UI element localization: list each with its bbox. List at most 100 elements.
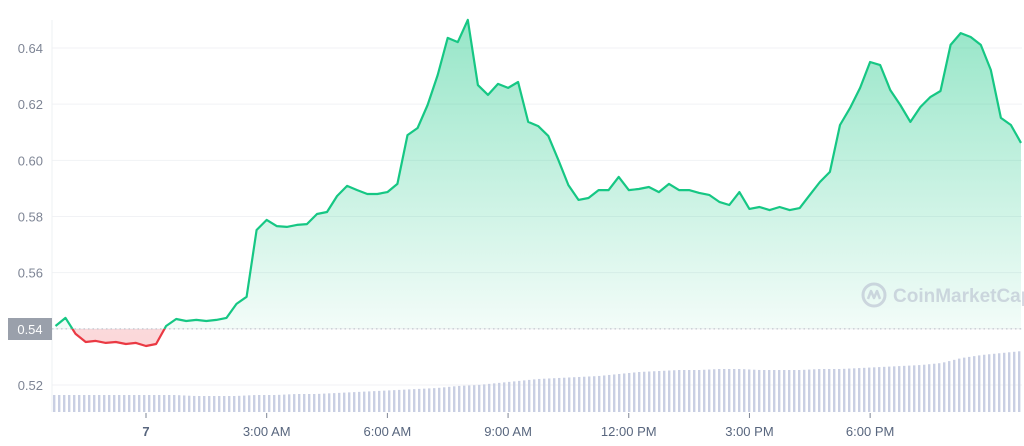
y-axis: 0.52 0.56 0.58 0.60 0.62 0.64 — [18, 41, 43, 393]
price-line-up — [54, 18, 1022, 329]
volume-bar — [903, 365, 906, 412]
volume-bar — [108, 395, 111, 412]
volume-bar — [338, 392, 341, 412]
volume-bar — [468, 385, 471, 412]
volume-bar — [198, 396, 201, 412]
volume-bar — [83, 395, 86, 412]
volume-bar — [173, 395, 176, 412]
volume-bar — [393, 390, 396, 412]
volume-bar — [368, 391, 371, 412]
volume-bar — [348, 392, 351, 412]
volume-bar — [888, 366, 891, 412]
x-tick-label: 3:00 PM — [725, 424, 773, 439]
volume-bar — [428, 388, 431, 412]
y-tick-label: 0.62 — [18, 97, 43, 112]
volume-bar — [618, 373, 621, 412]
volume-bar — [608, 374, 611, 412]
volume-bar — [623, 373, 626, 412]
volume-bar — [268, 395, 271, 412]
volume-bar — [533, 379, 536, 412]
volume-bar — [213, 396, 216, 412]
volume-bar — [298, 394, 301, 412]
watermark-text: CoinMarketCap — [893, 286, 1024, 307]
volume-bar — [743, 369, 746, 412]
volume-bar — [308, 394, 311, 412]
volume-bar — [313, 394, 316, 412]
volume-bar — [568, 377, 571, 412]
volume-bar — [178, 395, 181, 412]
reference-price-label-text: 0.54 — [17, 322, 42, 337]
volume-bar — [518, 380, 521, 412]
volume-bar — [523, 380, 526, 412]
volume-bar — [703, 369, 706, 412]
volume-bar — [663, 370, 666, 412]
volume-bar — [823, 369, 826, 412]
volume-bar — [343, 392, 346, 412]
volume-bar — [88, 395, 91, 412]
volume-bar — [593, 376, 596, 412]
volume-bar — [103, 395, 106, 412]
volume-bar — [543, 378, 546, 412]
volume-bar — [643, 371, 646, 412]
volume-bar — [243, 395, 246, 412]
volume-bar — [653, 371, 656, 412]
volume-bar — [413, 389, 416, 412]
volume-bar — [273, 395, 276, 412]
volume-bar — [638, 371, 641, 412]
volume-bar — [953, 359, 956, 412]
volume-bar — [473, 385, 476, 412]
volume-bar — [768, 370, 771, 412]
volume-bar — [118, 395, 121, 412]
volume-bar — [93, 395, 96, 412]
volume-bar — [1008, 352, 1011, 412]
volume-bar — [138, 395, 141, 412]
volume-bar — [98, 395, 101, 412]
volume-bar — [883, 366, 886, 412]
volume-bar — [1018, 351, 1021, 412]
volume-bar — [253, 395, 256, 412]
volume-bar — [773, 370, 776, 412]
volume-bar — [688, 370, 691, 412]
volume-bar — [898, 366, 901, 412]
volume-bar — [813, 369, 816, 412]
volume-bar — [978, 355, 981, 412]
volume-bar — [293, 394, 296, 412]
volume-bar — [553, 378, 556, 412]
volume-bar — [848, 368, 851, 412]
volume-bar — [1003, 352, 1006, 412]
volume-bar — [363, 391, 366, 412]
price-area-up — [55, 19, 1021, 329]
volume-bar — [958, 358, 961, 412]
volume-bar — [873, 367, 876, 412]
volume-bar — [403, 389, 406, 412]
volume-bar — [808, 369, 811, 412]
volume-bar — [248, 395, 251, 412]
volume-bar — [503, 382, 506, 412]
volume-bar — [373, 391, 376, 412]
volume-bar — [283, 394, 286, 412]
volume-bar — [278, 394, 281, 412]
volume-bar — [573, 377, 576, 412]
volume-bar — [333, 393, 336, 412]
volume-bar — [548, 378, 551, 412]
volume-bar — [483, 384, 486, 412]
volume-bar — [838, 369, 841, 412]
x-tick-label: 6:00 PM — [846, 424, 894, 439]
volume-bar — [228, 396, 231, 412]
watermark: CoinMarketCap — [861, 282, 1024, 308]
volume-bar — [458, 385, 461, 412]
volume-bar — [123, 395, 126, 412]
volume-bar — [353, 392, 356, 412]
volume-bar — [398, 389, 401, 412]
volume-bar — [538, 378, 541, 412]
volume-bar — [358, 391, 361, 412]
volume-bar — [913, 365, 916, 412]
x-tick-label: 12:00 PM — [601, 424, 657, 439]
volume-bar — [858, 368, 861, 412]
volume-bar — [738, 369, 741, 412]
volume-bar — [463, 385, 466, 412]
y-tick-label: 0.64 — [18, 41, 43, 56]
volume-bar — [408, 389, 411, 412]
volume-bar — [853, 368, 856, 412]
